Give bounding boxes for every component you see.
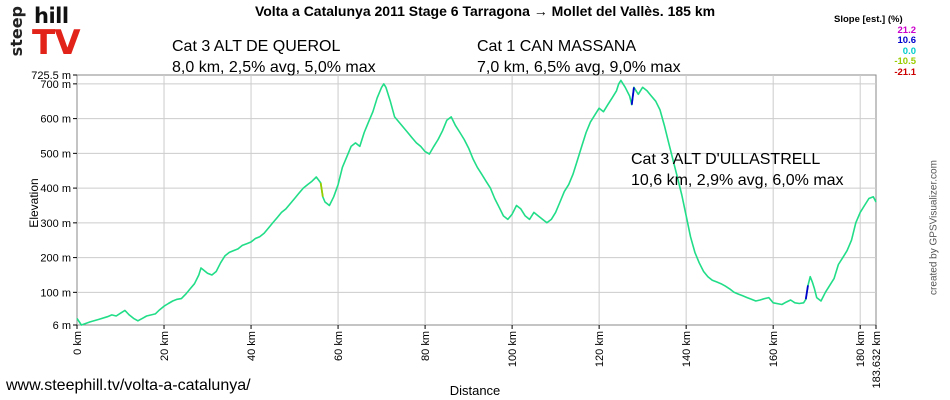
annotation-stats: 10,6 km, 2,9% avg, 6,0% max xyxy=(631,172,844,189)
y-tick-label: 100 m xyxy=(40,287,71,299)
x-tick-label: 160 km xyxy=(768,331,780,367)
annotation-alt-de-querol: Cat 3 ALT DE QUEROL 8,0 km, 2,5% avg, 5,… xyxy=(172,36,376,78)
y-tick-label: 200 m xyxy=(40,253,71,265)
y-tick-label: 300 m xyxy=(40,218,71,230)
x-tick-label: 60 km xyxy=(333,331,345,361)
legend-entry: 0.0 xyxy=(902,45,916,57)
logo-hill-text: hill xyxy=(34,4,69,28)
y-tick-label: 600 m xyxy=(40,114,71,126)
logo-tv-text: TV xyxy=(32,23,81,63)
legend-entry: -21.1 xyxy=(894,66,916,78)
x-tick-label: 120 km xyxy=(594,331,606,367)
chart-title: Volta a Catalunya 2011 Stage 6 Tarragona… xyxy=(254,3,716,19)
annotation-stats: 7,0 km, 6,5% avg, 9,0% max xyxy=(477,59,681,76)
x-tick-label: 140 km xyxy=(681,331,693,367)
y-tick-label: 725.5 m xyxy=(31,70,71,82)
x-tick-label: 80 km xyxy=(420,331,432,361)
steephill-tv-logo: steep hill TV xyxy=(7,2,81,68)
annotation-title: Cat 1 CAN MASSANA xyxy=(477,38,637,55)
legend-entry: 10.6 xyxy=(897,35,917,46)
gpsvisualizer-credit: created by GPSVisualizer.com xyxy=(928,160,940,295)
x-tick-label: 180 km xyxy=(855,331,867,367)
y-axis-label: Elevation xyxy=(27,178,41,228)
legend-entry: 21.2 xyxy=(897,24,917,36)
y-tick-label: 6 m xyxy=(53,320,71,332)
slope-segment xyxy=(319,182,324,197)
slope-legend: Slope [est.] (%) 21.2 10.6 0.0 -10.5 -21… xyxy=(834,14,944,78)
elevation-line xyxy=(76,79,877,326)
annotation-can-massana: Cat 1 CAN MASSANA 7,0 km, 6,5% avg, 9,0%… xyxy=(477,36,681,78)
x-axis-label: Distance xyxy=(449,383,501,398)
x-tick-label: 0 km xyxy=(72,331,84,355)
legend-entry: -10.5 xyxy=(894,56,916,67)
x-tick-label: 40 km xyxy=(246,331,258,361)
slope-segment xyxy=(630,87,635,105)
slope-segment xyxy=(804,285,809,300)
x-tick-label: 100 km xyxy=(507,331,519,367)
y-tick-label: 400 m xyxy=(40,183,71,195)
footer-url[interactable]: www.steephill.tv/volta-a-catalunya/ xyxy=(6,377,251,394)
annotation-title: Cat 3 ALT DE QUEROL xyxy=(172,38,341,55)
x-tick-label: 20 km xyxy=(159,331,171,361)
x-tick-label: 183.632 km xyxy=(871,331,883,388)
y-tick-label: 700 m xyxy=(40,79,71,91)
annotation-title: Cat 3 ALT D'ULLASTRELL xyxy=(631,151,821,168)
y-tick-label: 500 m xyxy=(40,148,71,160)
annotation-stats: 8,0 km, 2,5% avg, 5,0% max xyxy=(172,59,376,76)
annotation-alt-d-ullastrell: Cat 3 ALT D'ULLASTRELL 10,6 km, 2,9% avg… xyxy=(631,149,844,191)
legend-title: Slope [est.] (%) xyxy=(834,14,903,25)
plot-frame xyxy=(76,74,877,326)
